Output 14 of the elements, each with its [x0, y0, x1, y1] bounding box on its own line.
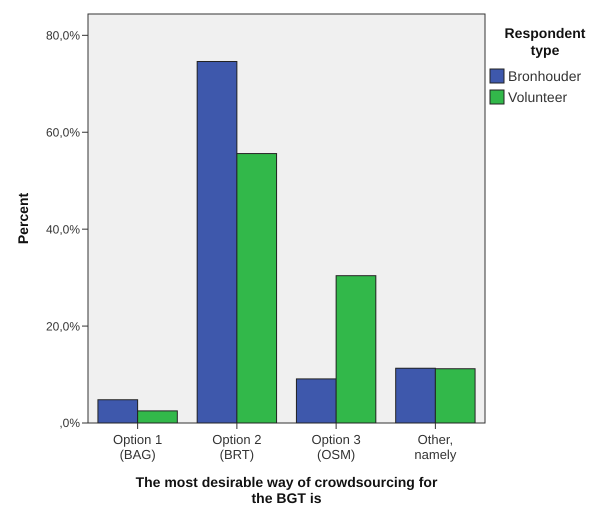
y-tick-label: 20,0% — [46, 319, 80, 334]
x-axis-title: The most desirable way of crowdsourcing for the BGT is — [136, 474, 438, 506]
legend-label: Volunteer — [508, 88, 568, 105]
y-tick-label: 60,0% — [46, 125, 80, 140]
x-tick-label: Option 3 (OSM) — [312, 432, 361, 462]
y-tick-label: 40,0% — [46, 222, 80, 236]
y-tick-label: 80,0% — [46, 28, 80, 43]
y-axis-title: Percent — [15, 192, 31, 244]
legend-label: Bronhouder — [508, 68, 582, 84]
legend-title: Respondent type — [504, 25, 586, 58]
x-tick-label: Option 1 (BAG) — [113, 432, 162, 462]
x-tick-label: Other, namely — [414, 432, 457, 462]
x-tick-label: Option 2 (BRT) — [212, 432, 262, 462]
y-tick-label: ,0% — [59, 416, 80, 430]
